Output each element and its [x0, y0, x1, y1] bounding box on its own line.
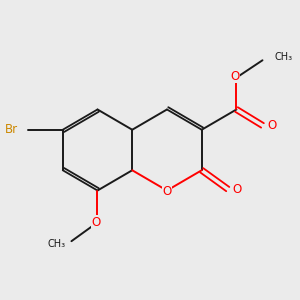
- Text: CH₃: CH₃: [274, 52, 292, 62]
- Text: CH₃: CH₃: [47, 239, 66, 249]
- Text: Br: Br: [5, 123, 18, 136]
- Text: O: O: [267, 119, 276, 132]
- Text: O: O: [230, 70, 240, 83]
- Text: O: O: [232, 183, 242, 196]
- Text: O: O: [162, 185, 172, 199]
- Text: O: O: [92, 216, 101, 229]
